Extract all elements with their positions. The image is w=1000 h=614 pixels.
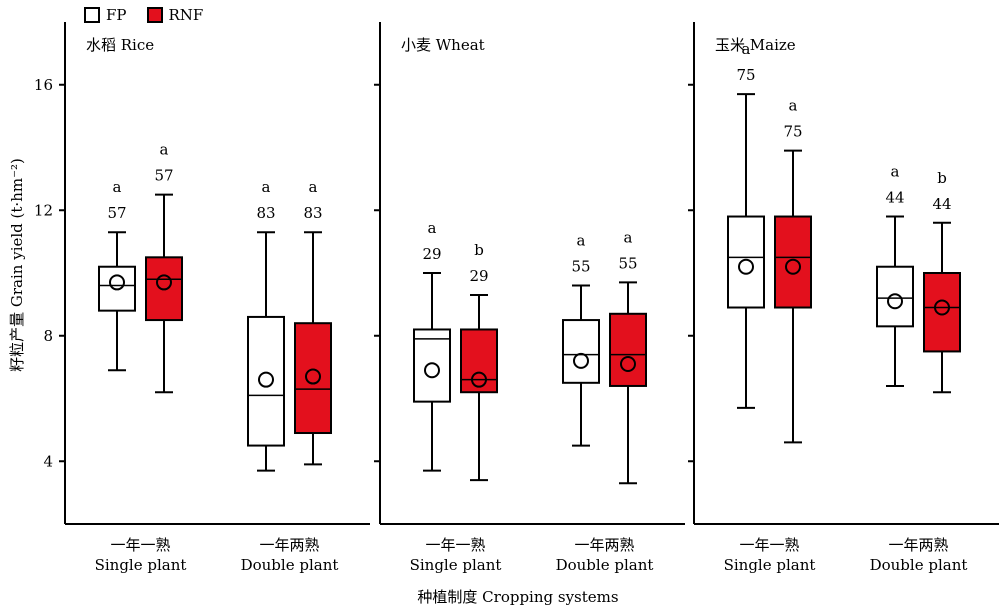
x-category-label-en: Single plant: [410, 556, 502, 574]
y-tick-label: 12: [34, 201, 53, 219]
box-mean-marker: [258, 371, 274, 388]
sample-size-label: 29: [469, 267, 488, 285]
box-iqr: [609, 312, 647, 387]
legend-swatch-fp: [84, 7, 100, 23]
significance-letter: b: [937, 169, 947, 187]
sample-size-label: 83: [303, 204, 322, 222]
x-category-label-cn: 一年两熟: [259, 536, 319, 554]
box-iqr: [562, 319, 600, 384]
box-mean-marker: [156, 274, 172, 291]
sample-size-label: 57: [154, 167, 173, 185]
significance-letter: a: [742, 40, 751, 58]
x-category-label-en: Double plant: [556, 556, 654, 574]
y-tick-label: 16: [34, 76, 53, 94]
box-mean-marker: [573, 352, 589, 369]
x-category-label-en: Double plant: [241, 556, 339, 574]
x-axis-label: 种植制度 Cropping systems: [417, 588, 618, 606]
panel-title: 玉米 Maize: [715, 36, 796, 54]
legend: FP RNF: [84, 6, 215, 24]
significance-letter: a: [891, 163, 900, 181]
legend-swatch-rnf: [146, 7, 163, 23]
box-iqr: [727, 215, 765, 309]
legend-item-rnf: RNF: [146, 6, 204, 24]
sample-size-label: 29: [422, 245, 441, 263]
box-iqr: [876, 265, 914, 328]
sample-size-label: 75: [783, 123, 802, 141]
x-category-label-en: Single plant: [724, 556, 816, 574]
box-iqr: [413, 328, 451, 403]
box-mean-marker: [109, 274, 125, 291]
x-category-label-cn: 一年一熟: [110, 536, 170, 554]
box-iqr: [247, 315, 285, 447]
significance-letter: a: [309, 178, 318, 196]
sample-size-label: 57: [107, 204, 126, 222]
box-iqr: [774, 215, 812, 309]
x-category-label-en: Double plant: [870, 556, 968, 574]
sample-size-label: 75: [736, 66, 755, 84]
significance-letter: a: [789, 97, 798, 115]
legend-label-rnf: RNF: [168, 6, 204, 24]
significance-letter: a: [113, 178, 122, 196]
box-mean-marker: [471, 371, 487, 388]
legend-label-fp: FP: [106, 6, 127, 24]
sample-size-label: 44: [932, 195, 951, 213]
box-mean-marker: [934, 299, 950, 316]
box-mean-marker: [424, 362, 440, 379]
x-category-label-cn: 一年两熟: [888, 536, 948, 554]
x-category-label-cn: 一年一熟: [739, 536, 799, 554]
box-mean-marker: [785, 258, 801, 275]
x-category-label-cn: 一年一熟: [425, 536, 485, 554]
sample-size-label: 55: [571, 258, 590, 276]
x-category-label-en: Single plant: [95, 556, 187, 574]
x-category-label-cn: 一年两熟: [574, 536, 634, 554]
y-tick-label: 4: [43, 452, 53, 470]
sample-size-label: 83: [256, 204, 275, 222]
y-axis-label: 籽粒产量 Grain yield (t·hm⁻²): [8, 158, 26, 372]
box-iqr: [923, 272, 961, 353]
legend-item-fp: FP: [84, 6, 127, 24]
plot-area: 4 8 12 16 水稻 Rice 一年一熟 Single plant 57 a 57 a 一年两熟 D…: [34, 22, 999, 574]
box-mean-marker: [620, 355, 636, 372]
box-mean-marker: [305, 368, 321, 385]
panel-title: 水稻 Rice: [86, 36, 154, 54]
significance-letter: a: [262, 178, 271, 196]
sample-size-label: 44: [885, 189, 904, 207]
box-iqr: [460, 328, 498, 394]
significance-letter: a: [624, 228, 633, 246]
significance-letter: a: [577, 232, 586, 250]
box-mean-marker: [887, 293, 903, 310]
panel-title: 小麦 Wheat: [401, 36, 485, 54]
box-iqr: [145, 256, 183, 322]
significance-letter: a: [428, 219, 437, 237]
significance-letter: a: [160, 141, 169, 159]
sample-size-label: 55: [618, 254, 637, 272]
significance-letter: b: [474, 241, 484, 259]
y-tick-label: 8: [43, 327, 53, 345]
box-mean-marker: [738, 258, 754, 275]
box-iqr: [294, 322, 332, 435]
